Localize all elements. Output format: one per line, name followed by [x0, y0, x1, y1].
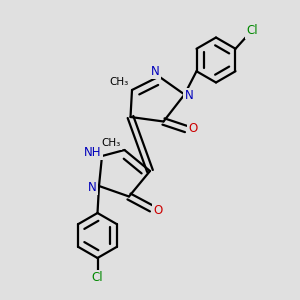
Text: Cl: Cl [92, 271, 103, 284]
Text: O: O [188, 122, 197, 135]
Text: O: O [154, 203, 163, 217]
Text: CH₃: CH₃ [110, 76, 129, 87]
Text: N: N [151, 64, 160, 78]
Text: NH: NH [84, 146, 102, 159]
Text: CH₃: CH₃ [101, 138, 121, 148]
Text: N: N [88, 181, 97, 194]
Text: N: N [184, 89, 194, 103]
Text: Cl: Cl [247, 24, 258, 37]
